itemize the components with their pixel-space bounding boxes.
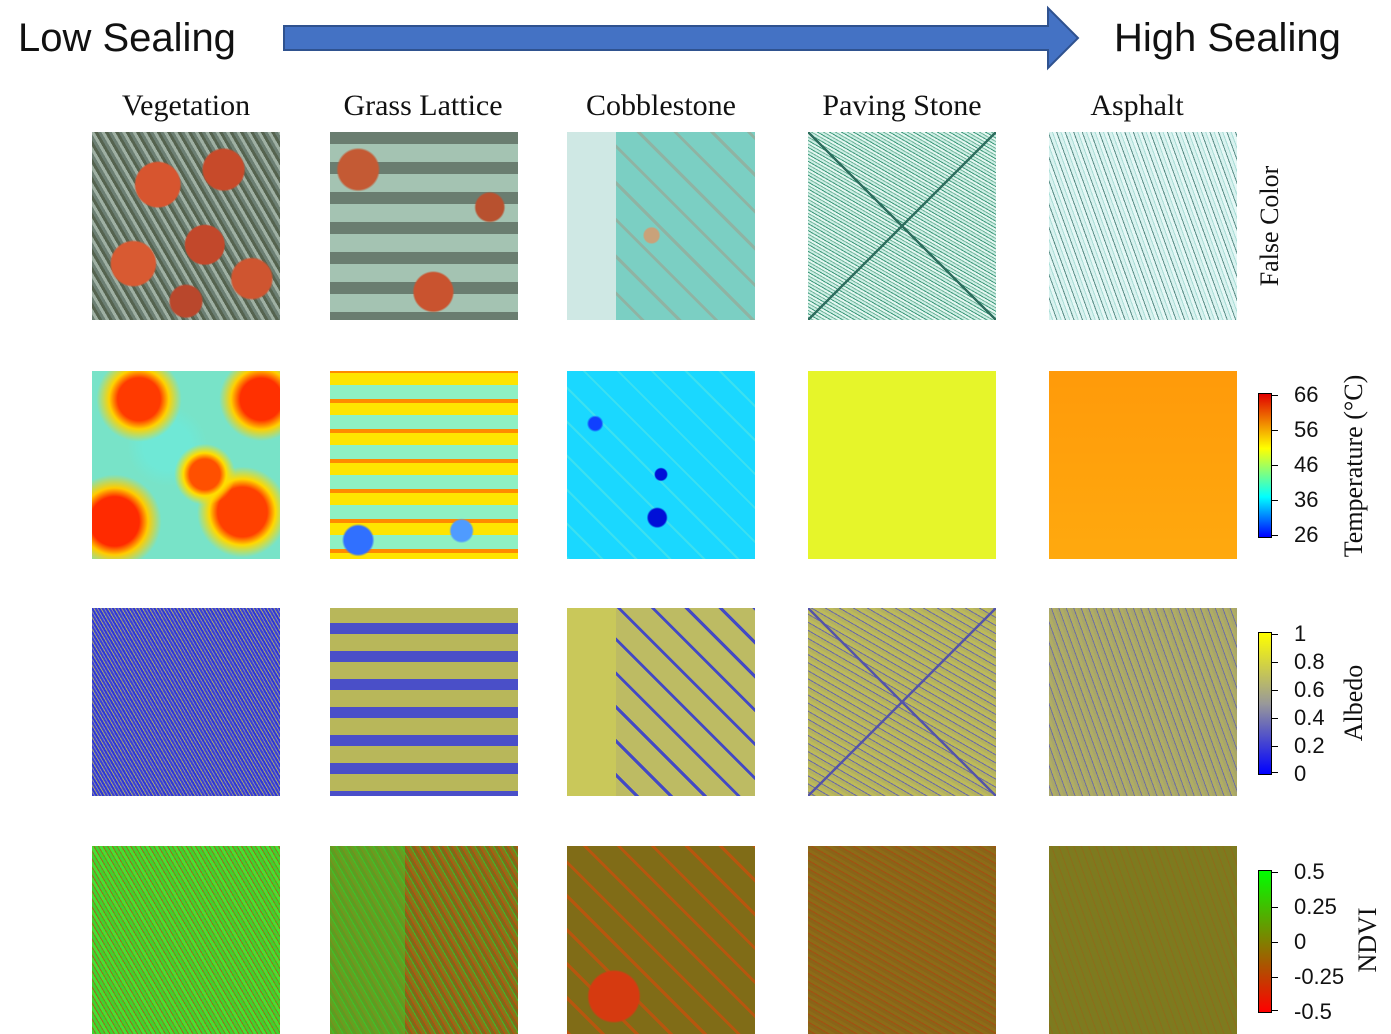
albedo-tick-mark [1272,746,1278,747]
temperature-tick-label: 36 [1294,487,1319,512]
albedo-tick-mark [1272,772,1278,773]
temperature-tick-label: 46 [1294,452,1319,477]
sealing-gradient-arrow [283,5,1080,71]
albedo-tick-label: 0.4 [1294,705,1325,730]
albedo-tick-mark [1272,662,1278,663]
temperature-tick-label: 66 [1294,382,1319,407]
ndvi-tick-label: 0.25 [1294,894,1337,919]
grass-lattice-temperature-tile [330,371,518,559]
temperature-tick-mark [1272,430,1278,431]
grass-lattice-albedo-tile [330,608,518,796]
column-title-cobblestone: Cobblestone [586,89,736,122]
vegetation-temperature-tile [92,371,280,559]
vegetation-false-color-tile [92,132,280,320]
paving-stone-ndvi-tile [808,846,996,1034]
column-title-asphalt: Asphalt [1090,89,1184,122]
cobblestone-albedo-tile [567,608,755,796]
ndvi-colorbar [1258,870,1272,1013]
ndvi-tick-mark [1272,907,1278,908]
albedo-tick-label: 0.2 [1294,733,1325,758]
low-sealing-label: Low Sealing [18,16,236,60]
grass-lattice-false-color-tile [330,132,518,320]
albedo-tick-label: 1 [1294,621,1307,646]
temperature-tick-mark [1272,395,1278,396]
albedo-tick-mark [1272,718,1278,719]
ndvi-tick-mark [1272,872,1278,873]
column-title-vegetation: Vegetation [121,89,251,122]
asphalt-ndvi-tile [1049,846,1237,1034]
vegetation-albedo-tile [92,608,280,796]
asphalt-false-color-tile [1049,132,1237,320]
temperature-tick-label: 26 [1294,522,1319,547]
albedo-tick-label: 0.8 [1294,649,1325,674]
temperature-tick-mark [1272,535,1278,536]
high-sealing-label: High Sealing [1114,16,1341,60]
column-title-grass-lattice: Grass Lattice [343,89,503,122]
temperature-colorbar [1258,393,1272,538]
temperature-tick-mark [1272,465,1278,466]
grass-lattice-ndvi-tile [330,846,518,1034]
albedo-tick-mark [1272,690,1278,691]
cobblestone-temperature-tile [567,371,755,559]
paving-stone-albedo-tile [808,608,996,796]
vegetation-ndvi-tile [92,846,280,1034]
asphalt-albedo-tile [1049,608,1237,796]
albedo-tick-mark [1272,634,1278,635]
asphalt-temperature-tile [1049,371,1237,559]
ndvi-tick-label: -0.5 [1294,999,1332,1024]
albedo-tick-label: 0.6 [1294,677,1325,702]
cobblestone-ndvi-tile [567,846,755,1034]
cobblestone-false-color-tile [567,132,755,320]
ndvi-tick-mark [1272,977,1278,978]
ndvi-tick-label: -0.25 [1294,964,1345,989]
temperature-tick-mark [1272,500,1278,501]
paving-stone-false-color-tile [808,132,996,320]
ndvi-tick-label: 0.5 [1294,859,1325,884]
albedo-tick-label: 0 [1294,761,1307,786]
albedo-row-label: Albedo [1339,664,1368,742]
false-color-row-label: False Color [1255,165,1284,287]
temperature-row-label: Temperature (°C) [1339,374,1368,558]
ndvi-tick-mark [1272,1010,1278,1011]
ndvi-row-label: NDVI [1353,907,1382,973]
albedo-colorbar [1258,632,1272,775]
column-title-paving-stone: Paving Stone [822,89,982,122]
temperature-tick-label: 56 [1294,417,1319,442]
ndvi-tick-mark [1272,942,1278,943]
ndvi-tick-label: 0 [1294,929,1307,954]
paving-stone-temperature-tile [808,371,996,559]
